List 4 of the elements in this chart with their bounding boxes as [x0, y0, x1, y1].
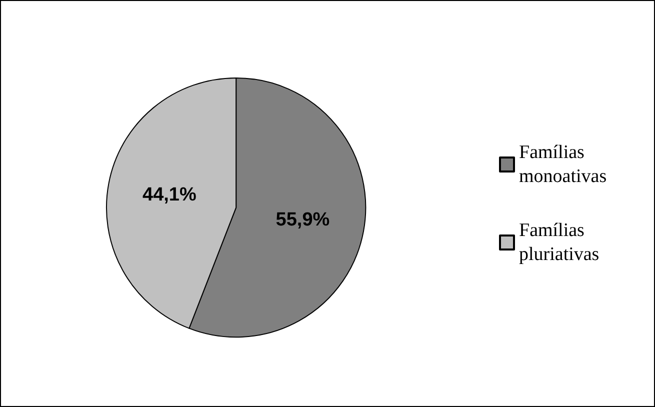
data-label: 44,1% — [142, 184, 196, 206]
legend-label: Famílias monoativas — [519, 142, 607, 187]
data-label: 55,9% — [276, 210, 330, 231]
legend-label: Famílias pluriativas — [519, 220, 600, 265]
